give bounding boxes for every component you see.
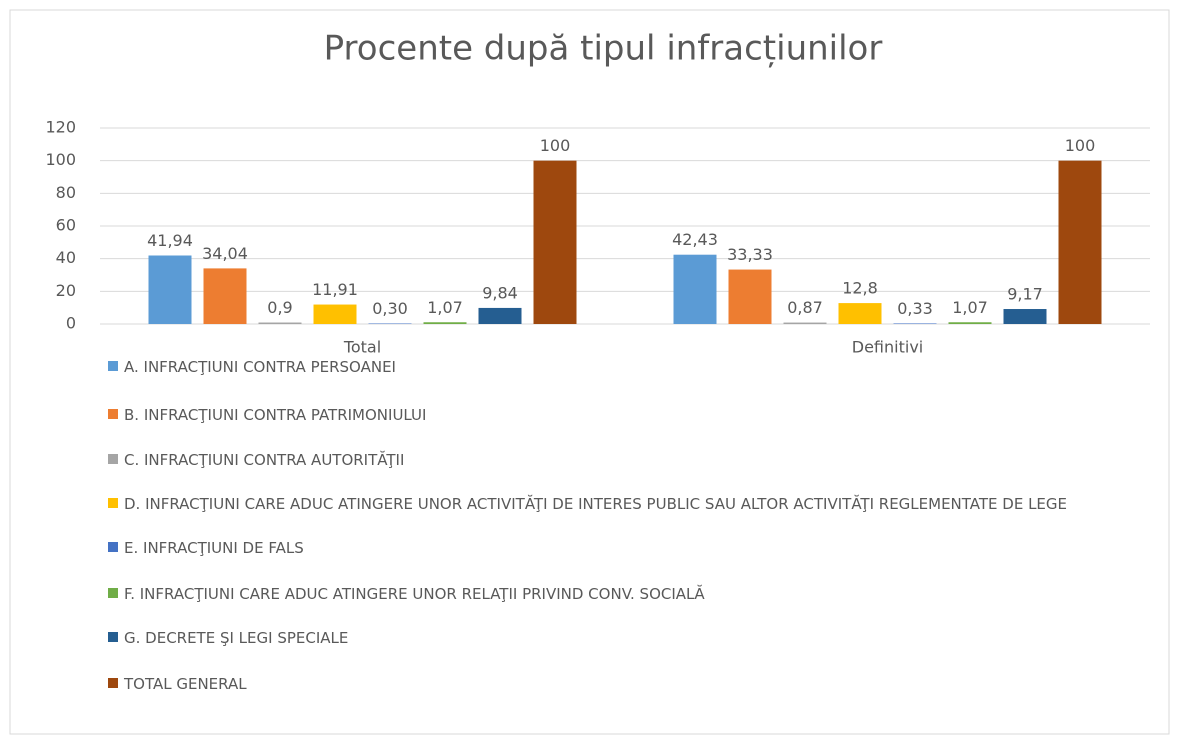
- data-label: 100: [1065, 136, 1096, 155]
- bar: [203, 268, 247, 324]
- data-label: 42,43: [672, 230, 718, 249]
- bar: [423, 322, 467, 324]
- data-label: 1,07: [952, 298, 988, 317]
- legend-swatch: [108, 632, 118, 642]
- data-label: 1,07: [427, 298, 463, 317]
- bar: [1058, 160, 1102, 324]
- legend-label: D. INFRACŢIUNI CARE ADUC ATINGERE UNOR A…: [124, 495, 1068, 513]
- bar: [533, 160, 577, 324]
- bar: [148, 255, 192, 324]
- legend-swatch: [108, 588, 118, 598]
- bar: [258, 322, 302, 324]
- legend-swatch: [108, 542, 118, 552]
- data-label: 9,84: [482, 283, 518, 302]
- chart-title: Procente după tipul infracțiunilor: [324, 29, 883, 69]
- data-label: 0,33: [897, 299, 933, 318]
- legend-item: C. INFRACŢIUNI CONTRA AUTORITĂŢII: [108, 449, 1108, 471]
- data-label: 0,9: [267, 298, 292, 317]
- legend-item: E. INFRACŢIUNI DE FALS: [108, 537, 1108, 559]
- data-label: 11,91: [312, 280, 358, 299]
- legend-label: A. INFRACŢIUNI CONTRA PERSOANEI: [124, 358, 396, 376]
- legend-swatch: [108, 409, 118, 419]
- legend-label: F. INFRACŢIUNI CARE ADUC ATINGERE UNOR R…: [124, 585, 705, 603]
- bar: [948, 322, 992, 324]
- bar: [728, 269, 772, 324]
- bar: [313, 304, 357, 324]
- data-label: 9,17: [1007, 285, 1043, 304]
- bar: [838, 303, 882, 324]
- legend-label: E. INFRACŢIUNI DE FALS: [124, 539, 304, 557]
- bar: [893, 323, 937, 324]
- bar: [673, 254, 717, 324]
- legend-item: B. INFRACŢIUNI CONTRA PATRIMONIULUI: [108, 404, 1108, 426]
- bar: [783, 322, 827, 324]
- legend-swatch: [108, 454, 118, 464]
- data-label: 0,30: [372, 299, 408, 318]
- legend-item: G. DECRETE ŞI LEGI SPECIALE: [108, 627, 1108, 649]
- legend-label: B. INFRACŢIUNI CONTRA PATRIMONIULUI: [124, 406, 427, 424]
- legend-swatch: [108, 361, 118, 371]
- legend-label: G. DECRETE ŞI LEGI SPECIALE: [124, 629, 349, 647]
- legend-item: A. INFRACŢIUNI CONTRA PERSOANEI: [108, 356, 1108, 378]
- data-label: 12,8: [842, 279, 878, 298]
- legend-label: TOTAL GENERAL: [124, 675, 247, 693]
- legend-item: D. INFRACŢIUNI CARE ADUC ATINGERE UNOR A…: [108, 493, 1108, 515]
- y-tick-label: 40: [56, 248, 76, 267]
- y-tick-label: 20: [56, 281, 76, 300]
- data-label: 34,04: [202, 244, 248, 263]
- y-tick-label: 60: [56, 216, 76, 235]
- legend-swatch: [108, 678, 118, 688]
- data-label: 0,87: [787, 298, 823, 317]
- data-label: 33,33: [727, 245, 773, 264]
- y-tick-label: 0: [66, 314, 76, 333]
- bar: [1003, 309, 1047, 324]
- y-tick-label: 80: [56, 183, 76, 202]
- x-tick-label: Total: [343, 338, 381, 357]
- legend-label: C. INFRACŢIUNI CONTRA AUTORITĂŢII: [124, 451, 405, 469]
- data-label: 41,94: [147, 231, 193, 250]
- y-tick-label: 120: [45, 118, 76, 137]
- legend-item: F. INFRACŢIUNI CARE ADUC ATINGERE UNOR R…: [108, 583, 1108, 605]
- data-label: 100: [540, 136, 571, 155]
- legend-swatch: [108, 498, 118, 508]
- legend-item: TOTAL GENERAL: [108, 673, 1108, 695]
- bar: [478, 307, 522, 324]
- y-tick-label: 100: [45, 150, 76, 169]
- chart-frame: [9, 9, 1170, 735]
- x-tick-label: Definitivi: [852, 338, 923, 357]
